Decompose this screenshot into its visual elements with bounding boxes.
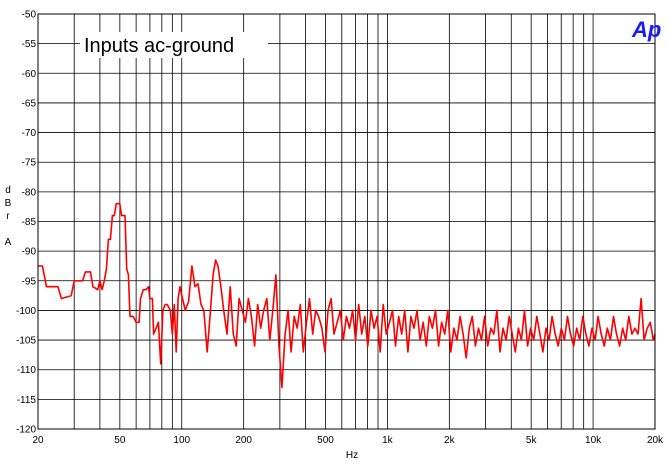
x-tick-label: 5k	[526, 435, 538, 446]
y-tick-label: -95	[22, 276, 37, 287]
y-axis-label-letter: B	[5, 198, 12, 209]
y-axis-label-letter: d	[5, 185, 11, 196]
y-tick-label: -60	[22, 69, 37, 80]
title-background	[80, 32, 268, 58]
x-tick-label: 1k	[382, 435, 394, 446]
y-tick-label: -100	[16, 306, 36, 317]
chart-title: Inputs ac-ground	[84, 35, 234, 57]
x-tick-label: 2k	[444, 435, 456, 446]
y-tick-label: -50	[22, 10, 37, 21]
x-tick-label: 500	[317, 435, 334, 446]
x-tick-labels: 20 50 100 200 500 1k 2k 5k 10k 20k	[32, 435, 664, 446]
y-tick-labels: -50 -55 -60 -65 -70 -75 -80 -85 -90 -95 -100 -105 -1…	[16, 10, 36, 436]
grid	[37, 13, 656, 430]
x-tick-label: 100	[173, 435, 190, 446]
x-tick-label: 10k	[585, 435, 602, 446]
y-tick-label: -70	[22, 128, 37, 139]
ap-logo: Ap	[631, 17, 661, 42]
y-tick-label: -65	[22, 98, 37, 109]
y-tick-label: -120	[16, 425, 36, 436]
y-tick-label: -85	[22, 217, 37, 228]
x-axis-label: Hz	[346, 450, 358, 461]
y-tick-label: -75	[22, 158, 37, 169]
y-tick-label: -90	[22, 247, 37, 258]
x-tick-label: 50	[114, 435, 126, 446]
y-tick-label: -80	[22, 187, 37, 198]
series-line	[38, 202, 656, 389]
y-axis-label: dBr A	[5, 185, 12, 248]
plot-frame	[37, 13, 656, 430]
y-tick-label: -105	[16, 336, 36, 347]
y-axis-label-letter: A	[5, 237, 12, 248]
y-axis-label-letter: r	[6, 211, 10, 222]
logo-background	[628, 16, 654, 42]
x-tick-label: 200	[235, 435, 252, 446]
x-tick-label: 20	[32, 435, 44, 446]
y-tick-label: -55	[22, 39, 37, 50]
y-tick-label: -115	[17, 395, 37, 406]
series-layer	[38, 202, 656, 389]
y-tick-label: -110	[17, 365, 37, 376]
x-tick-label: 20k	[647, 435, 664, 446]
